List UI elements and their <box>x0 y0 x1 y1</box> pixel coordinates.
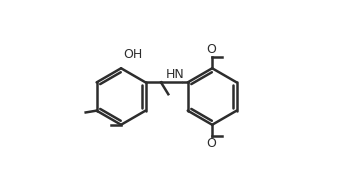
Text: O: O <box>206 137 216 150</box>
Text: OH: OH <box>123 48 142 61</box>
Text: HN: HN <box>166 68 184 81</box>
Text: O: O <box>206 43 216 56</box>
